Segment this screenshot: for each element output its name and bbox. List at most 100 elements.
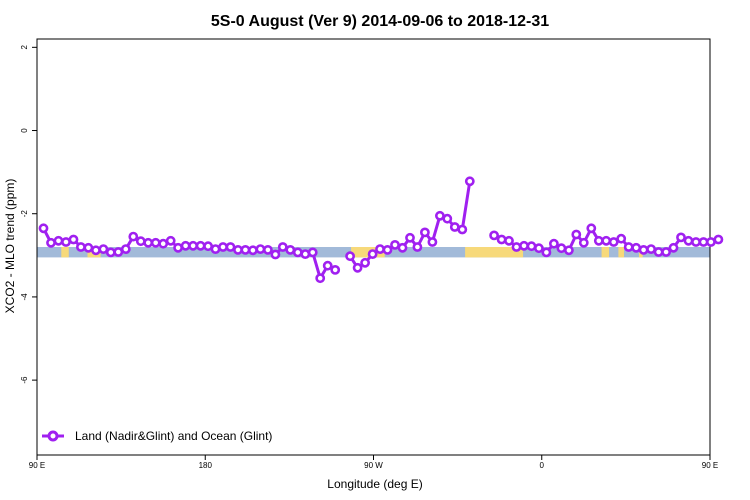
data-point [457, 224, 468, 235]
data-point [113, 247, 124, 257]
data-point [188, 240, 198, 251]
chart-title: 5S-0 August (Ver 9) 2014-09-06 to 2018-1… [211, 13, 549, 30]
y-tick-label: -4 [20, 293, 29, 301]
y-tick-label: -6 [20, 376, 29, 384]
x-tick-label: 180 [199, 461, 213, 470]
x-axis-label: Longitude (deg E) [327, 477, 422, 491]
data-point [225, 242, 236, 252]
land-band-segment [601, 247, 610, 258]
data-point [173, 242, 183, 253]
data-point [511, 242, 522, 252]
land-band-segment [618, 247, 625, 258]
x-tick-label: 90 E [29, 461, 45, 470]
data-point [53, 235, 64, 246]
data-point [534, 243, 544, 254]
x-tick-label: 90 W [364, 461, 383, 470]
data-point [240, 244, 251, 255]
data-point [270, 249, 281, 260]
data-point [367, 249, 378, 259]
data-point [46, 237, 56, 248]
data-point [449, 222, 460, 232]
data-point [556, 243, 567, 254]
data-point [676, 232, 686, 243]
data-point [541, 247, 552, 258]
data-point [345, 251, 355, 262]
legend-marker-swatch [47, 430, 59, 442]
data-point [661, 247, 671, 257]
legend-label: Land (Nadir&Glint) and Ocean (Glint) [75, 429, 272, 443]
data-point [564, 245, 574, 256]
data-point [464, 176, 475, 187]
data-point [526, 241, 537, 252]
data-point [668, 242, 679, 253]
data-point [247, 245, 258, 256]
data-point [330, 264, 341, 275]
series [38, 176, 724, 284]
data-point [519, 240, 529, 251]
data-point [150, 237, 161, 248]
data-point [706, 237, 716, 247]
data-point [38, 223, 49, 234]
data-point [571, 229, 582, 240]
data-point [352, 262, 363, 273]
data-point [195, 240, 206, 251]
data-point [307, 247, 318, 258]
data-point [277, 242, 288, 252]
data-point [405, 232, 415, 243]
data-point [135, 236, 146, 247]
data-point [549, 238, 559, 249]
y-axis-label: XCO2 - MLO trend (ppm) [3, 179, 17, 314]
land-band-segment [61, 247, 69, 258]
y-tick-label: -2 [20, 210, 29, 218]
data-point [322, 260, 333, 271]
data-point [315, 273, 326, 284]
data-point [496, 234, 507, 245]
data-point [489, 230, 499, 241]
legend: Land (Nadir&Glint) and Ocean (Glint) [42, 429, 272, 443]
data-point [419, 227, 430, 238]
data-point [646, 244, 656, 254]
data-point [382, 244, 393, 255]
data-point [83, 242, 94, 253]
data-point [158, 238, 169, 249]
y-tick-label: 2 [20, 45, 29, 50]
data-point [691, 237, 701, 247]
data-point [412, 242, 423, 252]
data-point [285, 244, 296, 255]
data-point [262, 244, 273, 255]
data-point [578, 237, 589, 248]
land-band-segment [465, 247, 524, 258]
data-point [98, 244, 109, 254]
data-point [128, 231, 139, 242]
data-point [608, 237, 619, 247]
data-point [300, 249, 311, 259]
data-point [68, 234, 79, 245]
data-point [638, 244, 649, 255]
data-point [713, 234, 724, 245]
data-point [375, 244, 385, 254]
data-point [255, 244, 266, 254]
data-point [76, 242, 86, 252]
data-point [360, 257, 370, 268]
data-point [292, 247, 303, 258]
y-axis: 2 0 -2 -4 -6 [20, 45, 37, 384]
data-point [61, 237, 71, 247]
data-point [683, 235, 694, 246]
data-point [616, 233, 627, 244]
data-point [504, 235, 514, 246]
data-point [143, 237, 154, 248]
data-point [105, 247, 116, 258]
x-tick-label: 90 E [702, 461, 718, 470]
x-tick-label: 0 [540, 461, 545, 470]
data-point [601, 235, 612, 246]
data-point [120, 244, 131, 254]
x-axis: 90 E 180 90 W 0 90 E [29, 455, 718, 470]
land-band-segment [351, 247, 385, 258]
data-point [623, 242, 634, 252]
data-point [390, 239, 400, 250]
data-point [210, 244, 221, 254]
data-point [586, 223, 597, 234]
data-point [180, 240, 191, 251]
y-tick-label: 0 [20, 128, 29, 133]
